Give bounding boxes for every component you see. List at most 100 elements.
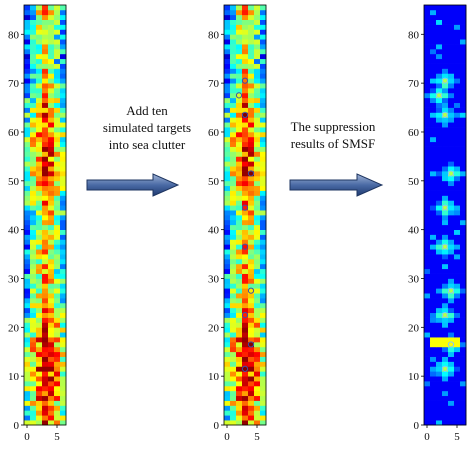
heatmap-cell — [236, 73, 243, 79]
heatmap-cell — [48, 156, 55, 162]
heatmap-cell — [48, 127, 55, 133]
heatmap-cell — [36, 258, 43, 265]
heatmap-cell — [454, 327, 461, 333]
heatmap-cell — [442, 366, 449, 372]
heatmap-cell — [42, 346, 49, 353]
heatmap-cell — [30, 298, 37, 304]
heatmap-cell — [54, 44, 61, 50]
heatmap-cell — [424, 175, 431, 182]
heatmap-cell — [42, 195, 49, 201]
heatmap-cell — [236, 107, 243, 113]
heatmap-cell — [254, 63, 261, 69]
heatmap-cell — [436, 29, 443, 35]
heatmap-cell — [448, 224, 455, 230]
heatmap-cell — [48, 112, 55, 118]
heatmap-cell — [230, 234, 237, 240]
heatmap-cell — [254, 210, 261, 216]
heatmap-cell — [230, 337, 237, 343]
heatmap-cell — [24, 9, 31, 16]
heatmap-cell — [448, 34, 455, 40]
heatmap-cell — [448, 156, 455, 162]
heatmap-cell — [460, 263, 467, 270]
heatmap-cell — [442, 88, 449, 94]
heatmap-cell — [236, 317, 243, 323]
heatmap-cell — [260, 122, 267, 128]
heatmap-cell — [248, 298, 255, 304]
heatmap-cell — [436, 229, 443, 235]
heatmap-cell — [454, 381, 461, 387]
y-tick-label: 80 — [208, 29, 220, 41]
heatmap-cell — [460, 127, 467, 133]
heatmap-cell — [236, 390, 243, 397]
heatmap-cell — [36, 195, 43, 201]
heatmap-cell — [460, 410, 467, 416]
heatmap-cell — [230, 195, 237, 201]
heatmap-cell — [260, 136, 267, 143]
heatmap-cell — [242, 44, 249, 50]
heatmap-cell — [60, 263, 67, 270]
heatmap-cell — [236, 400, 243, 406]
heatmap-cell — [48, 371, 55, 377]
heatmap-cell — [454, 317, 461, 323]
heatmap-cell — [48, 39, 55, 45]
heatmap-cell — [454, 254, 461, 260]
heatmap-cell — [248, 239, 255, 245]
heatmap-cell — [236, 171, 243, 177]
heatmap-cell — [424, 180, 431, 187]
heatmap-cell — [460, 200, 467, 206]
heatmap-cell — [436, 48, 443, 55]
caption-add-targets-line2: simulated targets — [102, 120, 192, 135]
heatmap-cell — [42, 190, 49, 196]
heatmap-cell — [224, 78, 231, 84]
heatmap-cell — [48, 224, 55, 230]
heatmap-cell — [254, 9, 261, 16]
heatmap-cell — [424, 420, 431, 426]
heatmap-cell — [42, 263, 49, 270]
heatmap-cell — [436, 5, 443, 11]
heatmap-cell — [436, 278, 443, 284]
heatmap-cell — [448, 366, 455, 372]
heatmap-cell — [54, 107, 61, 113]
heatmap-cell — [60, 415, 67, 421]
heatmap-cell — [36, 366, 43, 372]
heatmap-cell — [436, 312, 443, 318]
heatmap-cell — [260, 327, 267, 333]
heatmap-cell — [54, 141, 61, 147]
heatmap-cell — [454, 107, 461, 113]
heatmap-cell — [48, 88, 55, 94]
heatmap-cell — [436, 180, 443, 187]
heatmap-cell — [36, 73, 43, 79]
target-marker — [447, 341, 455, 348]
heatmap-cell — [24, 376, 31, 382]
heatmap-cell — [230, 78, 237, 84]
heatmap-cell — [36, 175, 43, 182]
heatmap-cell — [42, 180, 49, 187]
heatmap-cell — [442, 346, 449, 353]
heatmap-cell — [224, 29, 231, 35]
heatmap-cell — [448, 298, 455, 304]
heatmap-cell — [60, 24, 67, 30]
heatmap-cell — [442, 361, 449, 367]
heatmap-cell — [448, 127, 455, 133]
heatmap-cell — [36, 180, 43, 187]
heatmap-cell — [236, 175, 243, 182]
heatmap-cell — [236, 127, 243, 133]
heatmap-cell — [36, 97, 43, 104]
heatmap-cell — [60, 361, 67, 367]
heatmap-cell — [442, 420, 449, 426]
heatmap-cell — [430, 205, 437, 211]
heatmap-cell — [436, 151, 443, 157]
heatmap-cell — [54, 415, 61, 421]
y-tick-label: 10 — [208, 371, 220, 383]
heatmap-cell — [430, 302, 437, 309]
heatmap-cell — [42, 205, 49, 211]
heatmap-cell — [48, 83, 55, 89]
heatmap-cell — [436, 161, 443, 167]
heatmap-cell — [254, 215, 261, 221]
heatmap-cell — [224, 161, 231, 167]
heatmap-cell — [30, 92, 37, 99]
heatmap-cell — [460, 141, 467, 147]
heatmap-cell — [248, 249, 255, 255]
heatmap-cell — [260, 14, 267, 20]
heatmap-cell — [454, 5, 461, 11]
